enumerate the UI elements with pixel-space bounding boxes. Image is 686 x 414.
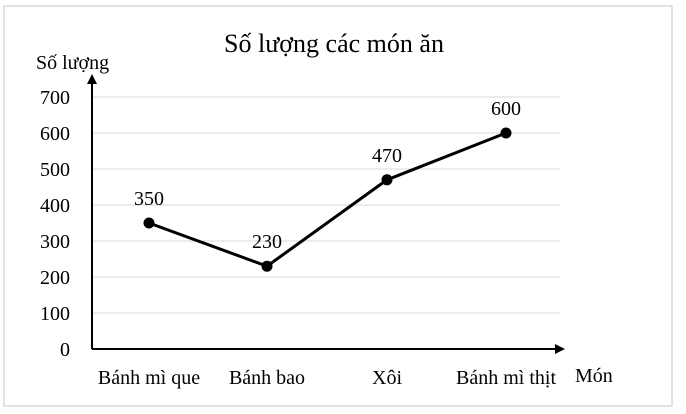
y-axis-label: Số lượng bbox=[36, 52, 109, 74]
y-tick-label: 500 bbox=[40, 159, 70, 181]
data-labels: 350 230 470 600 bbox=[134, 98, 521, 253]
y-tick-label: 0 bbox=[60, 339, 70, 361]
data-point bbox=[381, 174, 393, 186]
data-points bbox=[143, 127, 512, 272]
x-tick-label: Bánh bao bbox=[229, 367, 305, 389]
chart-frame bbox=[3, 5, 673, 407]
y-tick-label: 200 bbox=[40, 267, 70, 289]
y-tick-label: 700 bbox=[40, 87, 70, 109]
axes bbox=[87, 74, 565, 354]
chart-title: Số lượng các món ăn bbox=[224, 29, 444, 58]
x-tick-label: Bánh mì thịt bbox=[456, 367, 556, 389]
x-tick-label: Bánh mì que bbox=[98, 367, 200, 389]
data-label: 470 bbox=[372, 145, 402, 167]
gridlines bbox=[92, 96, 560, 314]
data-label: 350 bbox=[134, 188, 164, 210]
y-tick-labels: 0 100 200 300 400 500 600 700 bbox=[40, 87, 70, 361]
y-tick-label: 600 bbox=[40, 123, 70, 145]
x-axis-label: Món bbox=[575, 365, 613, 387]
x-tick-label: Xôi bbox=[372, 367, 402, 389]
data-point bbox=[143, 217, 155, 229]
series-line-group bbox=[148, 131, 507, 268]
x-axis-arrow bbox=[555, 344, 565, 354]
y-axis-arrow bbox=[87, 74, 97, 84]
x-tick-labels: Bánh mì que Bánh bao Xôi Bánh mì thịt bbox=[98, 367, 557, 389]
y-tick-label: 400 bbox=[40, 195, 70, 217]
y-tick-label: 300 bbox=[40, 231, 70, 253]
data-point bbox=[500, 127, 512, 139]
data-label: 600 bbox=[491, 98, 521, 120]
data-label: 230 bbox=[252, 231, 282, 253]
series-line bbox=[148, 131, 507, 268]
y-tick-label: 100 bbox=[40, 303, 70, 325]
data-point bbox=[261, 260, 273, 272]
